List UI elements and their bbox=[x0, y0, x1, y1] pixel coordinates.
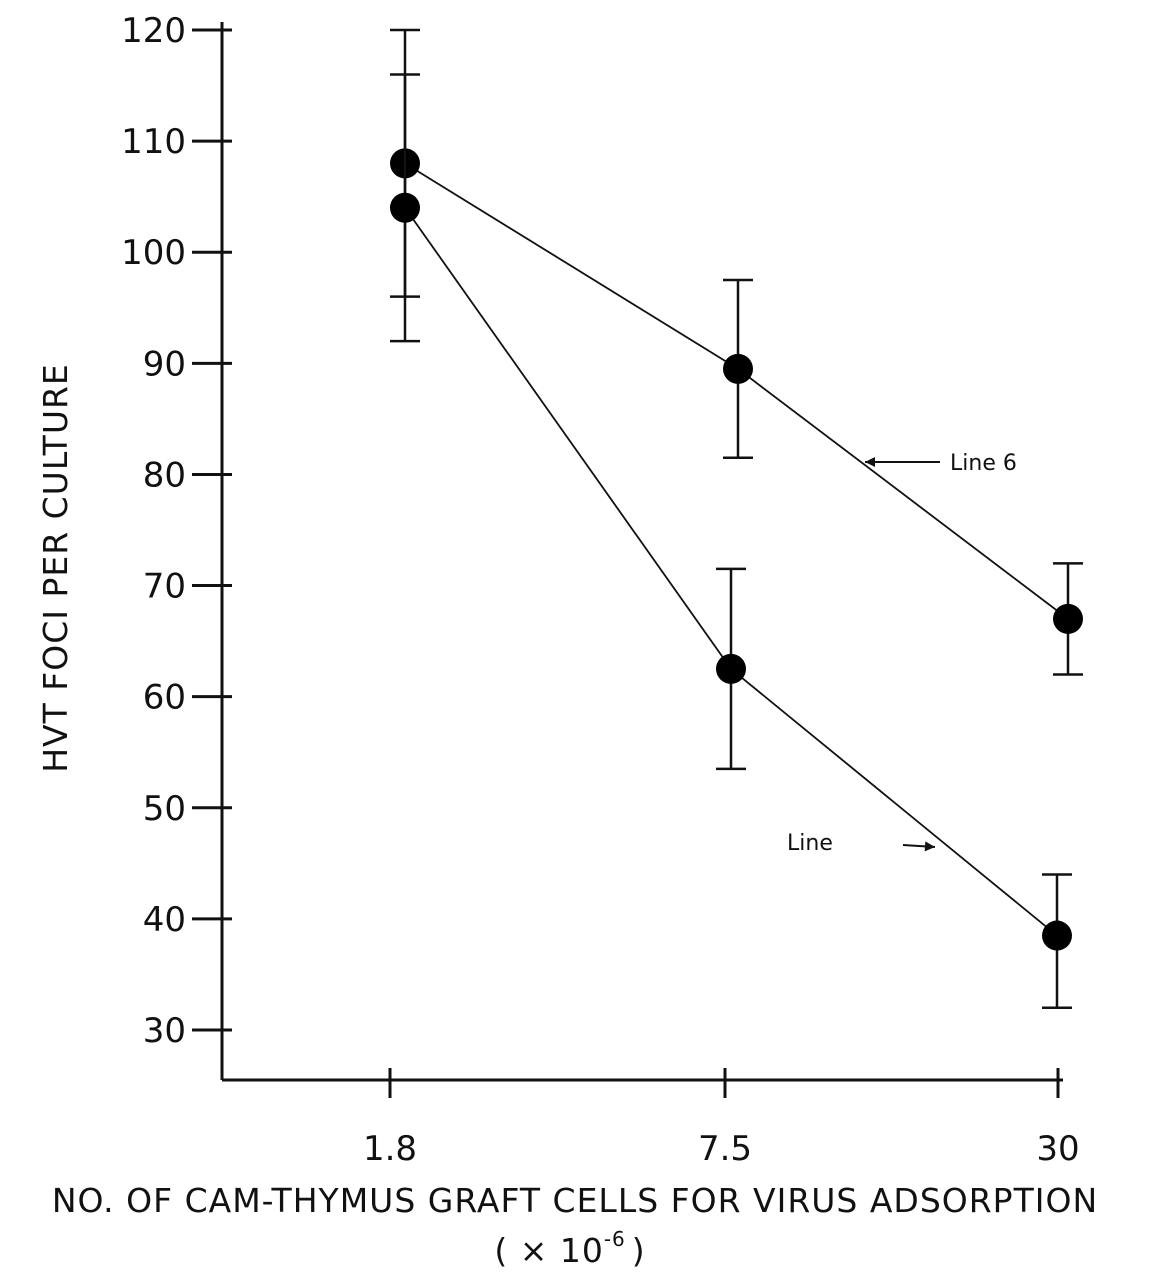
error-bar-1-0 bbox=[390, 73, 420, 298]
x-axis-unit: ( × 10-6) bbox=[494, 1227, 645, 1270]
y-axis-title: HVT FOCI PER CULTURE bbox=[36, 363, 75, 773]
x-axis-unit-base: ( × 10 bbox=[494, 1231, 604, 1270]
legend-label-line6: Line 6 bbox=[950, 451, 1017, 476]
x-axis-unit-exponent: -6 bbox=[604, 1227, 626, 1251]
y-tick-label-70: 70 bbox=[143, 567, 186, 607]
y-tick-label-30: 30 bbox=[143, 1011, 186, 1051]
x-tick-label-1: 7.5 bbox=[698, 1129, 752, 1169]
legend-arrow-line6-head bbox=[865, 457, 875, 467]
axes bbox=[220, 22, 1063, 1082]
x-tick-label-0: 1.8 bbox=[363, 1129, 417, 1169]
legend-arrow-line-head bbox=[924, 841, 935, 852]
y-tick-label-50: 50 bbox=[143, 789, 186, 829]
y-tick-label-100: 100 bbox=[121, 233, 186, 273]
x-tick-label-2: 30 bbox=[1036, 1129, 1079, 1169]
data-point-1-0 bbox=[390, 192, 420, 223]
x-axis-title: NO. OF CAM-THYMUS GRAFT CELLS FOR VIRUS … bbox=[52, 1181, 1098, 1220]
data-point-1-1 bbox=[716, 653, 746, 684]
series-line-0 bbox=[404, 162, 1069, 620]
data-point-0-1 bbox=[723, 353, 753, 384]
y-tick-label-110: 110 bbox=[121, 122, 186, 162]
y-tick-label-120: 120 bbox=[121, 11, 186, 51]
legend: Line 6 Line bbox=[787, 451, 1017, 856]
data-point-0-2 bbox=[1053, 603, 1083, 634]
legend-arrow-line6 bbox=[865, 457, 940, 467]
x-ticks: 1.8 7.5 30 bbox=[363, 1068, 1080, 1169]
x-axis-unit-close: ) bbox=[632, 1231, 646, 1270]
legend-label-line: Line bbox=[787, 831, 833, 856]
y-tick-label-80: 80 bbox=[143, 455, 186, 495]
y-ticks: 30 40 50 60 70 80 90 100 110 120 bbox=[121, 11, 232, 1051]
y-tick-label-90: 90 bbox=[143, 344, 186, 384]
legend-arrow-line bbox=[902, 841, 936, 852]
y-tick-label-40: 40 bbox=[143, 900, 186, 940]
y-tick-label-60: 60 bbox=[143, 678, 186, 718]
series-group bbox=[390, 28, 1083, 1010]
data-point-1-2 bbox=[1042, 920, 1072, 951]
